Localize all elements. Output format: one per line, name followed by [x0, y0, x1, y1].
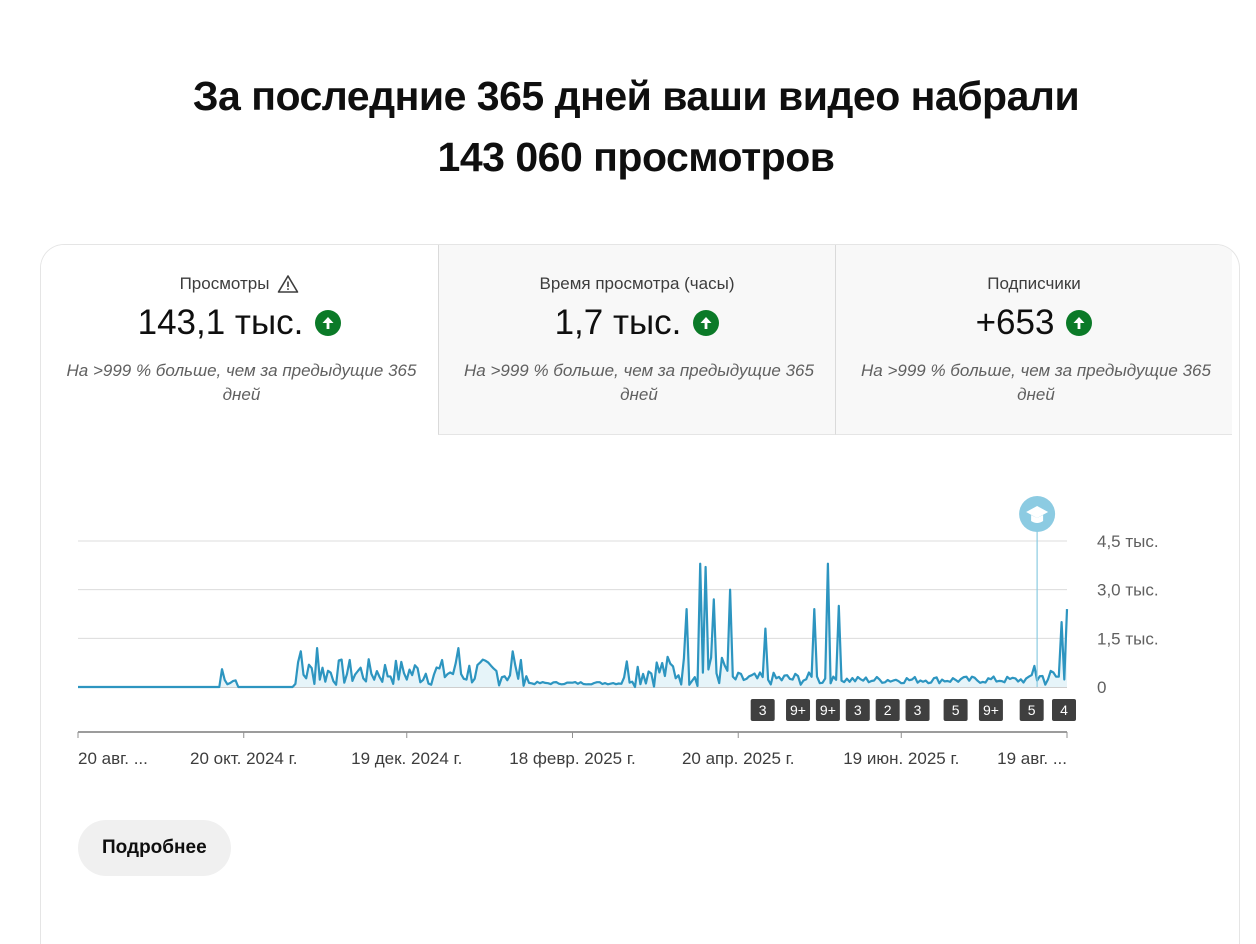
views-chart: 3 9+ 9+ 3 2 3 5 9+ 5 4 20 авг. ... 20 окт. 2024 г.… [41, 435, 1239, 795]
badge-label: 3 [759, 702, 767, 718]
x-tick-label: 19 дек. 2024 г. [351, 749, 462, 768]
video-count-badge[interactable]: 3 [750, 699, 775, 721]
tab-subscribers[interactable]: Подписчики +653 На >999 % больше, чем за… [835, 245, 1232, 435]
series-area [78, 563, 1067, 687]
views-chart-svg: 3 9+ 9+ 3 2 3 5 9+ 5 4 20 авг. ... 20 окт. 2024 г.… [77, 496, 1159, 768]
video-count-badge[interactable]: 9+ [786, 699, 811, 721]
x-tick-label: 20 апр. 2025 г. [682, 749, 795, 768]
badge-label: 9+ [820, 702, 836, 718]
video-count-badge[interactable]: 3 [905, 699, 930, 721]
video-count-badge[interactable]: 9+ [815, 699, 840, 721]
more-details-button[interactable]: Подробнее [78, 820, 231, 876]
x-tick-label: 19 июн. 2025 г. [843, 749, 959, 768]
tab-watch-time-compare: На >999 % больше, чем за предыдущие 365 … [464, 361, 814, 404]
graduation-cap-base [1031, 515, 1044, 523]
badge-label: 3 [914, 702, 922, 718]
arrow-up-circle-icon [693, 310, 720, 336]
arrow-up-circle-icon [315, 310, 342, 336]
series-line[interactable] [78, 562, 1069, 689]
badge-label: 9+ [983, 702, 999, 718]
y-tick-label: 1,5 тыс. [1097, 629, 1159, 648]
badge-label: 2 [884, 702, 892, 718]
arrow-up-circle-icon [1066, 310, 1093, 336]
badge-label: 9+ [790, 702, 806, 718]
x-tick-label: 20 окт. 2024 г. [190, 749, 297, 768]
tab-views-label: Просмотры [179, 274, 270, 293]
y-tick-label: 0 [1097, 678, 1106, 697]
video-count-badge[interactable]: 5 [943, 699, 968, 721]
graduation-cap-shape [1026, 506, 1049, 518]
warning-icon[interactable] [277, 274, 299, 294]
tab-subscribers-compare: На >999 % больше, чем за предыдущие 365 … [861, 361, 1211, 404]
badge-label: 5 [1028, 702, 1036, 718]
x-tick-label: 20 авг. ... [78, 749, 148, 768]
video-count-badge[interactable]: 3 [845, 699, 870, 721]
x-tick-label: 19 авг. ... [997, 749, 1067, 768]
tab-watch-time[interactable]: Время просмотра (часы) 1,7 тыс. На >999 … [438, 245, 835, 435]
x-tick-label: 18 февр. 2025 г. [509, 749, 635, 768]
badge-label: 4 [1060, 702, 1068, 718]
tab-views-value: 143,1 тыс. [137, 303, 304, 342]
tab-views-compare: На >999 % больше, чем за предыдущие 365 … [66, 361, 417, 404]
video-count-badge[interactable]: 9+ [978, 699, 1003, 721]
page-title: За последние 365 дней ваши видео набрали… [0, 66, 1256, 188]
metric-tabs: Просмотры 143,1 тыс. На >999 % больше, ч… [41, 245, 1239, 435]
tab-subscribers-value: +653 [975, 303, 1055, 342]
badge-label: 5 [952, 702, 960, 718]
y-tick-label: 4,5 тыс. [1097, 532, 1159, 551]
tab-subscribers-label: Подписчики [987, 274, 1081, 293]
badge-label: 3 [854, 702, 862, 718]
video-count-badge[interactable]: 4 [1052, 699, 1076, 721]
tab-watch-time-value: 1,7 тыс. [554, 303, 682, 342]
analytics-card: Просмотры 143,1 тыс. На >999 % больше, ч… [40, 244, 1240, 944]
headline-line-2: 143 060 просмотров [437, 134, 835, 180]
y-tick-label: 3,0 тыс. [1097, 581, 1159, 600]
tab-watch-time-label: Время просмотра (часы) [539, 274, 735, 293]
video-count-badge[interactable]: 2 [875, 699, 900, 721]
tab-views[interactable]: Просмотры 143,1 тыс. На >999 % больше, ч… [41, 245, 438, 435]
video-count-badge[interactable]: 5 [1019, 699, 1044, 721]
headline-line-1: За последние 365 дней ваши видео набрали [192, 73, 1080, 119]
